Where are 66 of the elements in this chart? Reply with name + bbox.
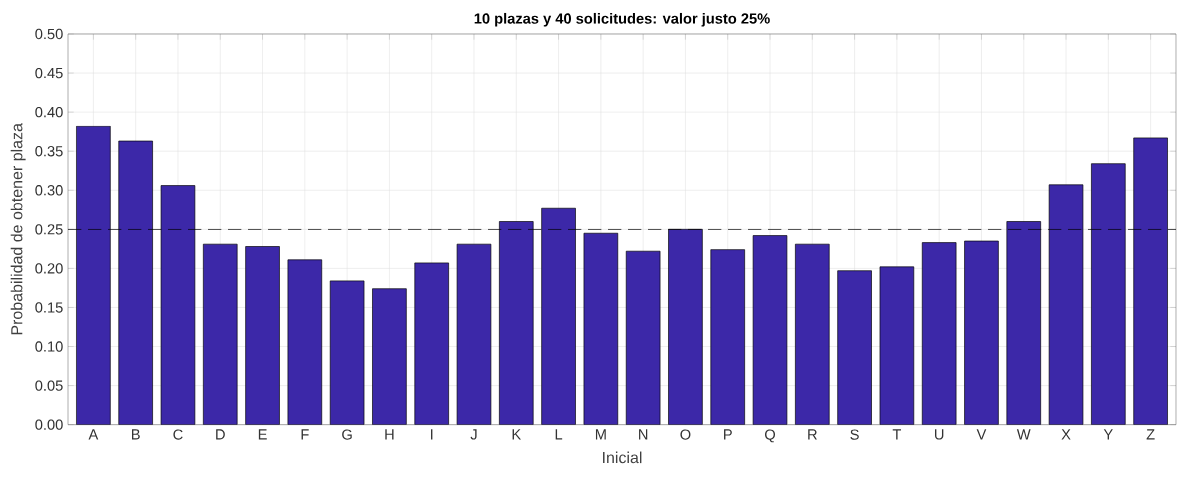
bar [1006, 221, 1041, 425]
bar [287, 259, 322, 425]
x-tick-label: I [431, 429, 433, 440]
bar [245, 246, 280, 425]
y-tick-label: 0.35 [35, 146, 63, 157]
x-tick-label: Z [1146, 429, 1155, 440]
bar [1049, 184, 1083, 425]
bar [1091, 163, 1126, 425]
x-tick-label: W [1016, 429, 1031, 440]
x-tick-label: G [342, 429, 352, 440]
bar [372, 288, 407, 425]
bar [583, 233, 618, 425]
x-tick-label: Q [765, 429, 776, 443]
bar [795, 244, 830, 425]
bar [837, 270, 872, 425]
x-tick-label: M [595, 429, 606, 440]
x-tick-label: D [216, 429, 225, 440]
bar [457, 244, 491, 425]
bar [330, 280, 365, 425]
x-tick-label: V [976, 429, 987, 440]
bar [668, 229, 703, 425]
chart-title: 10 plazas y 40 solicitudes: valor justo 25% [474, 12, 770, 27]
bar [879, 266, 914, 425]
y-tick-label: 0.05 [35, 380, 63, 391]
x-tick-label: B [132, 429, 140, 440]
x-tick-label: F [301, 429, 309, 440]
y-tick-label: 0.40 [35, 106, 63, 118]
y-tick-label: 0.20 [35, 263, 63, 274]
x-axis-title: Inicial [603, 451, 642, 464]
y-tick-label: 0.25 [35, 224, 63, 235]
y-tick-label: 0.15 [35, 302, 63, 313]
x-tick-label: E [258, 429, 267, 440]
bar [1133, 137, 1168, 425]
bar [753, 235, 787, 425]
bar [626, 251, 661, 425]
bar [499, 221, 534, 425]
x-tick-label: T [892, 429, 902, 440]
x-tick-label: X [1061, 429, 1071, 440]
bar [118, 141, 153, 425]
bar [414, 262, 449, 425]
x-tick-label: N [639, 429, 648, 440]
x-tick-label: U [935, 429, 944, 440]
y-tick-label: 0.00 [35, 419, 63, 430]
x-tick-label: H [385, 429, 394, 440]
bar [710, 249, 745, 425]
y-tick-label: 0.10 [35, 341, 63, 352]
bar [964, 241, 999, 425]
x-tick-label: A [88, 429, 99, 440]
x-tick-label: Y [1103, 429, 1113, 440]
x-tick-label: P [724, 429, 732, 440]
y-axis-title: Probabilidad de obtener plaza [10, 123, 26, 335]
bar [203, 244, 238, 425]
y-tick-label: 0.30 [35, 185, 63, 196]
bar [922, 242, 957, 425]
bar [76, 126, 111, 425]
bar [541, 208, 576, 425]
y-tick-label: 0.50 [35, 28, 63, 40]
x-tick-label: S [850, 429, 859, 440]
x-tick-label: C [173, 429, 183, 440]
x-tick-label: J [470, 429, 477, 440]
x-tick-label: O [680, 429, 691, 440]
x-tick-label: K [512, 429, 522, 440]
x-tick-label: L [555, 429, 563, 440]
bar [161, 185, 195, 425]
y-tick-label: 0.45 [35, 67, 63, 79]
x-tick-label: R [808, 429, 817, 440]
